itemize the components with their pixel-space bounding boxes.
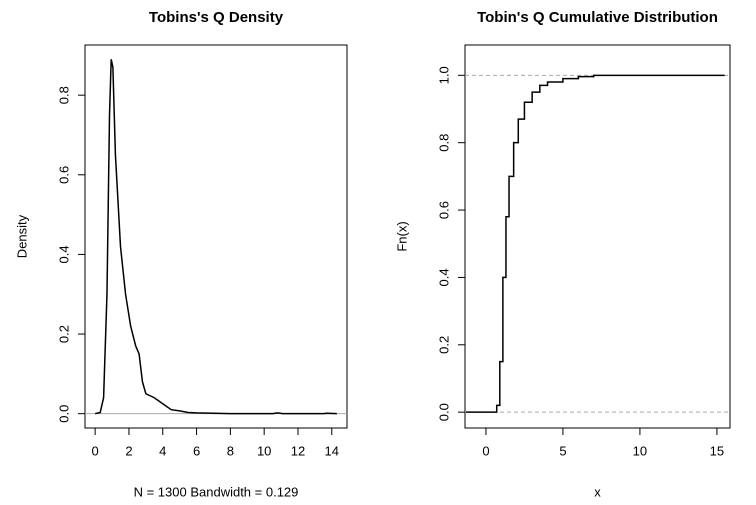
- x-tick-label: 15: [710, 443, 724, 458]
- x-tick-label: 10: [257, 443, 271, 458]
- x-tick-label: 2: [125, 443, 132, 458]
- y-axis-label: Density: [14, 214, 29, 258]
- y-tick-label: 0.8: [56, 86, 71, 104]
- y-tick-label: 0.0: [56, 405, 71, 423]
- y-tick-label: 0.6: [56, 166, 71, 184]
- data-line: [465, 74, 725, 413]
- plot-frame: [84, 44, 348, 429]
- y-tick-label: 0.8: [436, 134, 451, 152]
- x-axis-label: N = 1300 Bandwidth = 0.129: [134, 484, 299, 499]
- y-tick-label: 0.0: [436, 403, 451, 421]
- x-tick-label: 0: [482, 443, 489, 458]
- y-tick-label: 1.0: [436, 66, 451, 84]
- x-tick-label: 5: [559, 443, 566, 458]
- chart-title: Tobin's Q Cumulative Distribution: [477, 9, 718, 26]
- y-axis-label: Fn(x): [394, 221, 409, 251]
- x-tick-label: 12: [291, 443, 305, 458]
- x-tick-label: 14: [325, 443, 339, 458]
- x-tick-label: 6: [193, 443, 200, 458]
- y-tick-label: 0.4: [436, 268, 451, 286]
- chart-title: Tobins's Q Density: [149, 9, 284, 26]
- x-tick-label: 8: [227, 443, 234, 458]
- x-tick-label: 4: [159, 443, 166, 458]
- y-tick-label: 0.2: [56, 325, 71, 343]
- x-axis-label: x: [594, 484, 601, 499]
- data-line: [94, 59, 337, 415]
- plot-frame: [464, 44, 731, 429]
- x-tick-label: 10: [633, 443, 647, 458]
- y-tick-label: 0.6: [436, 201, 451, 219]
- x-tick-label: 0: [92, 443, 99, 458]
- y-tick-label: 0.2: [436, 336, 451, 354]
- y-tick-label: 0.4: [56, 245, 71, 263]
